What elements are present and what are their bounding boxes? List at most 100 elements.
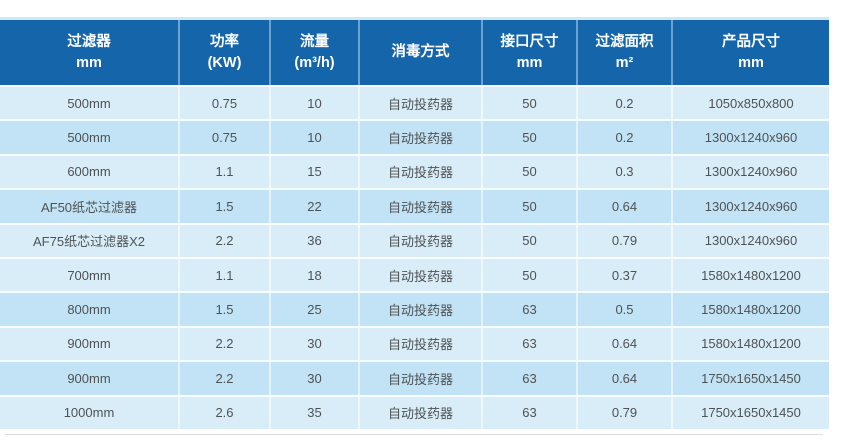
- table-cell: 50: [481, 155, 576, 189]
- table-cell: 1300x1240x960: [671, 224, 829, 257]
- table-row: 500mm 0.75 10 自动投药器 50 0.2 1300x1240x960: [0, 119, 829, 154]
- column-header-5: 接口尺寸 mm: [481, 20, 576, 85]
- column-header-label: 功率: [210, 34, 239, 51]
- table-cell: 0.64: [576, 362, 671, 395]
- table-cell: 63: [481, 327, 576, 361]
- table-cell: 22: [269, 190, 358, 223]
- column-header-unit: mm: [738, 54, 764, 71]
- table-row: 900mm 2.2 30 自动投药器 63 0.64 1750x1650x1450: [0, 360, 829, 395]
- table-cell: 50: [481, 224, 576, 257]
- table-cell: 自动投药器: [358, 87, 481, 120]
- table-cell: 0.75: [178, 87, 269, 120]
- table-cell: 自动投药器: [358, 362, 481, 395]
- table-cell: 2.2: [178, 327, 269, 361]
- table-cell: 36: [269, 224, 358, 257]
- column-header-label: 流量: [300, 34, 329, 51]
- table-cell: 50: [481, 258, 576, 292]
- column-header-4: 消毒方式: [358, 20, 481, 85]
- table-row: 700mm 1.1 18 自动投药器 50 0.37 1580x1480x1200: [0, 256, 829, 292]
- table-cell: 1300x1240x960: [671, 121, 829, 154]
- table-cell: 0.5: [576, 293, 671, 326]
- table-cell: 25: [269, 293, 358, 326]
- table-cell: 0.3: [576, 155, 671, 189]
- table-cell: 1.1: [178, 258, 269, 292]
- column-header-label: 消毒方式: [391, 44, 450, 61]
- table-header-row: 过滤器 mm 功率 (KW) 流量 (m³/h) 消毒方式 接口尺寸 mm 过滤面积 m² 产品尺寸 m…: [0, 20, 829, 85]
- table-cell: 1.5: [178, 293, 269, 326]
- table-cell: 900mm: [67, 370, 111, 386]
- table-cell: 1.5: [178, 190, 269, 223]
- table-cell: 35: [269, 396, 358, 429]
- table-cell: 1050x850x800: [671, 87, 829, 120]
- table-cell: 50: [481, 190, 576, 223]
- column-header-unit: mm: [516, 54, 543, 71]
- table-cell: 1580x1480x1200: [671, 327, 829, 361]
- table-row: 800mm 1.5 25 自动投药器 63 0.5 1580x1480x1200: [0, 291, 829, 326]
- table-cell: 自动投药器: [358, 327, 481, 361]
- table-cell: 18: [269, 258, 358, 292]
- table-cell: 0.79: [576, 224, 671, 257]
- table-cell: 500mm: [67, 95, 111, 111]
- table-cell: 1580x1480x1200: [671, 293, 829, 326]
- table-row: 600mm 1.1 15 自动投药器 50 0.3 1300x1240x960: [0, 153, 829, 189]
- table-cell: 自动投药器: [358, 224, 481, 257]
- table-cell: 500mm: [67, 130, 111, 146]
- column-header-label: 产品尺寸: [722, 34, 780, 51]
- table-row: 1000mm 2.6 35 自动投药器 63 0.79 1750x1650x1450: [0, 394, 829, 429]
- column-header-7: 产品尺寸 mm: [671, 20, 829, 85]
- table-cell: 0.75: [178, 121, 269, 154]
- table-cell: 50: [481, 87, 576, 120]
- table-cell: 900mm: [67, 336, 111, 352]
- table-cell: 2.2: [178, 362, 269, 395]
- table-cell: 1.1: [178, 155, 269, 189]
- table-cell: 10: [269, 121, 358, 154]
- table-cell: 0.2: [576, 121, 671, 154]
- table-cell: 0.37: [576, 258, 671, 292]
- table-cell: 自动投药器: [358, 121, 481, 154]
- table-cell: 50: [481, 121, 576, 154]
- table-cell: 自动投药器: [358, 396, 481, 429]
- column-header-6: 过滤面积 m²: [576, 20, 671, 85]
- table-cell: 自动投药器: [358, 258, 481, 292]
- column-header-unit: mm: [76, 54, 102, 71]
- column-header-unit: m²: [615, 54, 634, 71]
- column-header-label: 过滤器: [67, 34, 111, 51]
- table-cell: 63: [481, 293, 576, 326]
- column-header-1: 过滤器 mm: [0, 20, 178, 85]
- table-cell: 800mm: [67, 302, 111, 318]
- column-header-label: 接口尺寸: [500, 34, 559, 51]
- table-row: 900mm 2.2 30 自动投药器 63 0.64 1580x1480x1200: [0, 325, 829, 361]
- table-cell: 63: [481, 396, 576, 429]
- table-cell: 0.64: [576, 190, 671, 223]
- table-cell: 1300x1240x960: [671, 190, 829, 223]
- table-row: 500mm 0.75 10 自动投药器 50 0.2 1050x850x800: [0, 85, 829, 120]
- table-cell: 1580x1480x1200: [671, 258, 829, 292]
- table-cell: AF75纸芯过滤器X2: [33, 234, 145, 250]
- table-bottom-shadow: [5, 434, 823, 435]
- table-row: AF75纸芯过滤器X2 2.2 36 自动投药器 50 0.79 1300x1240x960: [0, 222, 829, 257]
- table-cell: 自动投药器: [358, 190, 481, 223]
- table-cell: 自动投药器: [358, 155, 481, 189]
- table-cell: 0.79: [576, 396, 671, 429]
- column-header-unit: (m³/h): [294, 54, 335, 71]
- table-cell: 30: [269, 327, 358, 361]
- table-cell: AF50纸芯过滤器: [40, 199, 138, 215]
- table-cell: 10: [269, 87, 358, 120]
- table-cell: 1000mm: [63, 405, 115, 421]
- filter-spec-table: 过滤器 mm 功率 (KW) 流量 (m³/h) 消毒方式 接口尺寸 mm 过滤面积 m² 产品尺寸 m…: [0, 17, 829, 429]
- table-cell: 15: [269, 155, 358, 189]
- table-cell: 2.6: [178, 396, 269, 429]
- table-cell: 700mm: [67, 267, 111, 283]
- table-cell: 1750x1650x1450: [671, 396, 829, 429]
- column-header-unit: (KW): [207, 54, 242, 71]
- table-cell: 2.2: [178, 224, 269, 257]
- table-cell: 1300x1240x960: [671, 155, 829, 189]
- table-cell: 0.2: [576, 87, 671, 120]
- table-cell: 600mm: [67, 164, 111, 180]
- column-header-2: 功率 (KW): [178, 20, 269, 85]
- table-body: 500mm 0.75 10 自动投药器 50 0.2 1050x850x800 500mm 0.…: [0, 85, 829, 429]
- table-cell: 30: [269, 362, 358, 395]
- table-cell: 63: [481, 362, 576, 395]
- table-cell: 1750x1650x1450: [671, 362, 829, 395]
